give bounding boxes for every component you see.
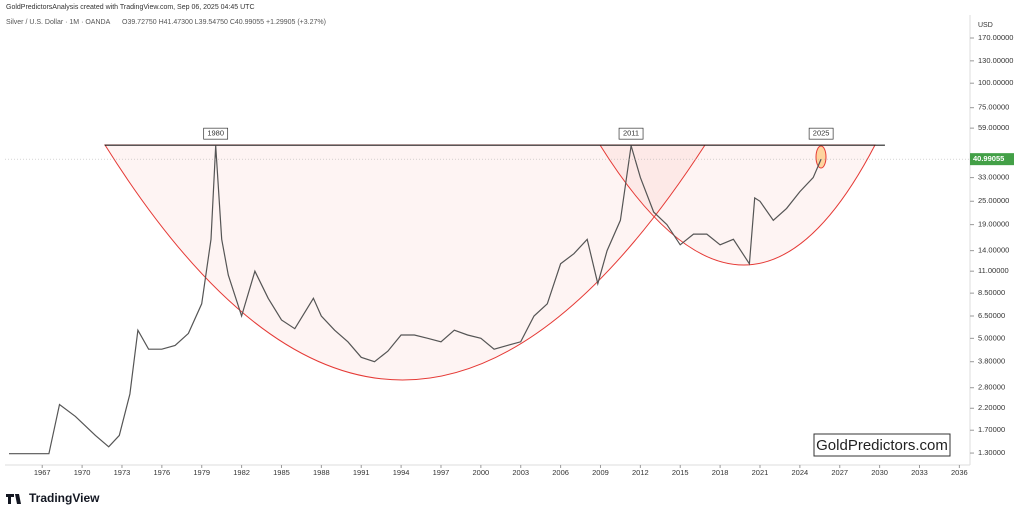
x-tick-label: 1994 bbox=[393, 468, 410, 477]
annotation-box bbox=[203, 127, 229, 140]
x-tick-label: 1979 bbox=[193, 468, 210, 477]
y-tick-label: 19.00000 bbox=[978, 220, 1009, 229]
cup-shapes bbox=[104, 144, 876, 381]
x-tick-label: 2036 bbox=[951, 468, 968, 477]
x-tick-label: 1997 bbox=[433, 468, 450, 477]
last-price-label: 40.99055 bbox=[973, 154, 1004, 163]
x-tick-label: 1973 bbox=[114, 468, 131, 477]
x-tick-label: 2018 bbox=[712, 468, 729, 477]
x-tick-label: 2027 bbox=[831, 468, 848, 477]
y-tick-label: 14.00000 bbox=[978, 246, 1009, 255]
y-tick-label: 100.00000 bbox=[978, 78, 1013, 87]
x-tick-label: 2003 bbox=[512, 468, 529, 477]
y-tick-label: 75.00000 bbox=[978, 103, 1009, 112]
y-tick-label: 59.00000 bbox=[978, 123, 1009, 132]
y-tick-label: 2.20000 bbox=[978, 403, 1005, 412]
y-tick-label: 25.00000 bbox=[978, 196, 1009, 205]
annotation: 2011 bbox=[623, 129, 639, 138]
annotation-box bbox=[618, 127, 644, 140]
tv-logo bbox=[6, 494, 21, 504]
y-axis-label: USD bbox=[978, 22, 993, 29]
credit: GoldPredictorsAnalysis created with Trad… bbox=[6, 4, 255, 11]
symbol-title: Silver / U.S. Dollar · 1M · OANDA bbox=[6, 19, 111, 26]
x-tick-label: 2006 bbox=[552, 468, 569, 477]
cup-small bbox=[599, 144, 876, 266]
x-tick-label: 1976 bbox=[154, 468, 171, 477]
watermark: GoldPredictors.com bbox=[816, 437, 948, 454]
x-tick-label: 2030 bbox=[871, 468, 888, 477]
annotation: 2025 bbox=[813, 129, 830, 138]
x-tick-label: 1982 bbox=[233, 468, 250, 477]
x-tick-label: 2015 bbox=[672, 468, 689, 477]
ohlc: O39.72750 H41.47300 L39.54750 C40.99055 … bbox=[122, 19, 326, 26]
y-tick-label: 130.00000 bbox=[978, 56, 1013, 65]
x-tick-label: 1967 bbox=[34, 468, 51, 477]
x-tick-label: 2021 bbox=[752, 468, 769, 477]
brand: TradingView bbox=[29, 491, 100, 505]
y-tick-label: 170.00000 bbox=[978, 33, 1013, 42]
last-price-box bbox=[970, 153, 1014, 166]
x-tick-label: 2012 bbox=[632, 468, 649, 477]
highlight bbox=[815, 145, 827, 169]
y-tick-label: 1.30000 bbox=[978, 448, 1005, 457]
annotation: 1980 bbox=[207, 129, 224, 138]
x-tick-label: 1988 bbox=[313, 468, 330, 477]
y-tick-label: 1.70000 bbox=[978, 425, 1005, 434]
x-tick-label: 1970 bbox=[74, 468, 91, 477]
x-tick-label: 1985 bbox=[273, 468, 290, 477]
x-tick-label: 2000 bbox=[473, 468, 490, 477]
y-tick-label: 2.80000 bbox=[978, 383, 1005, 392]
x-tick-label: 2009 bbox=[592, 468, 609, 477]
watermark-box bbox=[813, 433, 951, 457]
x-tick-label: 1991 bbox=[353, 468, 370, 477]
y-tick-label: 3.80000 bbox=[978, 357, 1005, 366]
x-tick-label: 2024 bbox=[792, 468, 809, 477]
annotation-box bbox=[808, 127, 834, 140]
cup-large bbox=[104, 144, 706, 381]
y-tick-label: 5.00000 bbox=[978, 333, 1005, 342]
y-tick-label: 8.50000 bbox=[978, 288, 1005, 297]
x-tick-label: 2033 bbox=[911, 468, 928, 477]
y-tick-label: 33.00000 bbox=[978, 173, 1009, 182]
y-tick-label: 11.00000 bbox=[978, 266, 1009, 275]
price-line bbox=[9, 145, 822, 455]
y-tick-label: 6.50000 bbox=[978, 311, 1005, 320]
